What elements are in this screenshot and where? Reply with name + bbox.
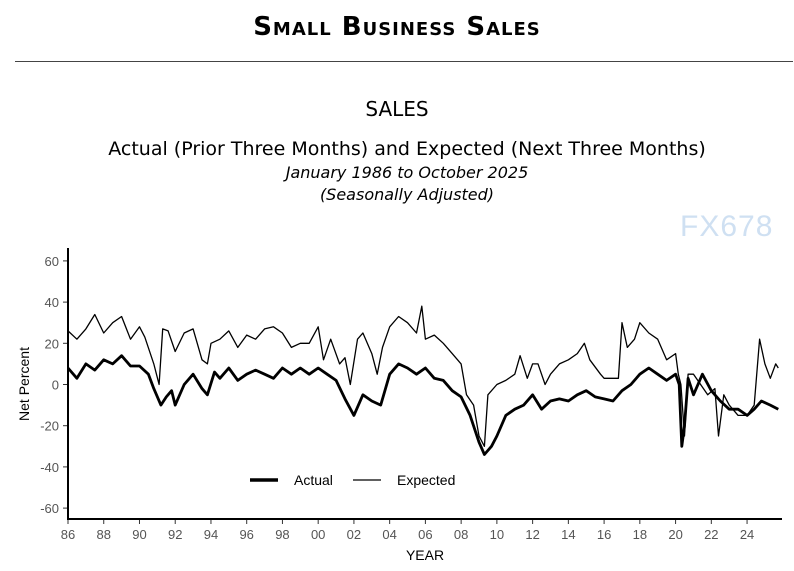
x-tick-label: 22	[704, 527, 718, 542]
chart-date-range: January 1986 to October 2025	[285, 163, 529, 182]
x-tick-label: 00	[311, 527, 325, 542]
x-tick-label: 06	[418, 527, 432, 542]
x-tick-label: 24	[740, 527, 754, 542]
chart-title: SALES	[365, 97, 429, 121]
y-axis-label: Net Percent	[16, 347, 32, 421]
legend-label-actual: Actual	[294, 472, 333, 488]
chart-subtitle: Actual (Prior Three Months) and Expected…	[108, 138, 706, 160]
y-tick-label: -40	[40, 460, 59, 475]
x-tick-label: 96	[239, 527, 253, 542]
chart-adjustment-note: (Seasonally Adjusted)	[319, 185, 495, 204]
x-tick-label: 04	[382, 527, 396, 542]
y-tick-label: 0	[52, 378, 59, 393]
x-tick-label: 18	[633, 527, 647, 542]
x-tick-label: 90	[132, 527, 146, 542]
x-tick-label: 10	[490, 527, 504, 542]
x-axis-label: YEAR	[406, 547, 444, 563]
series-line-actual	[66, 354, 779, 456]
legend-label-expected: Expected	[397, 472, 455, 488]
y-tick-label: -60	[40, 501, 59, 516]
legend: Actual Expected	[250, 472, 455, 488]
page-title: Small Business Sales	[253, 12, 541, 42]
watermark: FX678	[680, 210, 774, 243]
x-tick-label: 20	[668, 527, 682, 542]
x-tick-label: 94	[204, 527, 218, 542]
x-tick-label: 92	[168, 527, 182, 542]
x-tick-label: 08	[454, 527, 468, 542]
x-tick-label: 86	[61, 527, 75, 542]
x-tick-label: 12	[525, 527, 539, 542]
x-tick-label: 02	[347, 527, 361, 542]
y-tick-label: 60	[45, 254, 59, 269]
y-tick-label: 20	[45, 336, 59, 351]
x-tick-label: 14	[561, 527, 575, 542]
series-line-expected	[67, 305, 779, 447]
x-tick-label: 88	[97, 527, 111, 542]
y-tick-label: 40	[45, 295, 59, 310]
y-tick-label: -20	[40, 419, 59, 434]
x-tick-label: 16	[597, 527, 611, 542]
title-divider	[15, 61, 793, 62]
x-tick-label: 98	[275, 527, 289, 542]
